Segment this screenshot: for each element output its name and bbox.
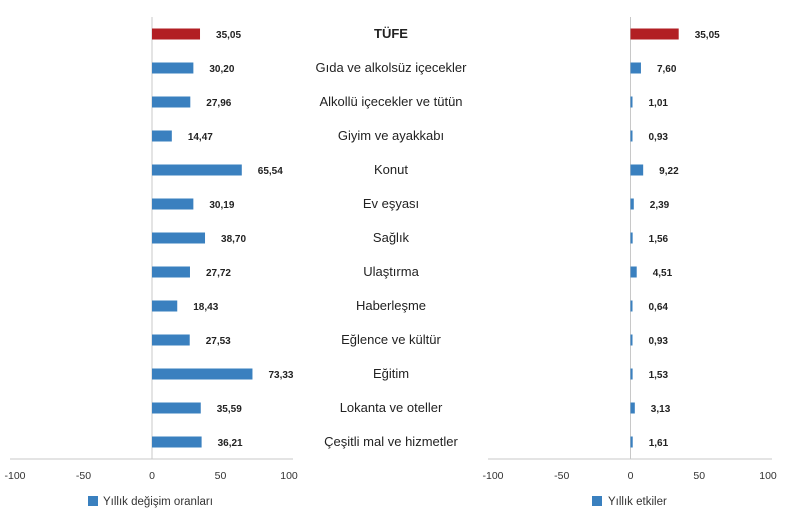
category-label: Gıda ve alkolsüz içecekler <box>315 60 467 75</box>
tick-label: 100 <box>759 470 777 482</box>
value-label: 2,39 <box>650 200 670 211</box>
value-label: 0,64 <box>649 302 669 313</box>
value-label: 36,21 <box>218 438 243 449</box>
value-label: 0,93 <box>649 132 669 143</box>
tick-label: 0 <box>149 470 155 482</box>
bar <box>152 28 201 40</box>
bar <box>152 334 190 346</box>
bar <box>152 130 172 142</box>
bar <box>152 164 242 176</box>
value-label: 4,51 <box>653 268 673 279</box>
bar <box>630 130 633 142</box>
category-label: Ulaştırma <box>363 264 419 279</box>
value-label: 0,93 <box>649 336 669 347</box>
tick-label: -100 <box>482 470 503 482</box>
value-label: 73,33 <box>268 370 293 381</box>
value-label: 65,54 <box>258 166 283 177</box>
value-label: 18,43 <box>193 302 218 313</box>
category-label: TÜFE <box>374 26 408 41</box>
value-label: 27,53 <box>206 336 231 347</box>
bar <box>152 300 178 312</box>
category-label: Çeşitli mal ve hizmetler <box>324 434 458 449</box>
bar <box>152 402 201 414</box>
value-label: 30,19 <box>209 200 234 211</box>
tick-label: -50 <box>554 470 569 482</box>
tick-label: 0 <box>628 470 634 482</box>
bar <box>152 436 202 448</box>
bar <box>630 62 641 74</box>
bar <box>152 232 206 244</box>
value-label: 14,47 <box>188 132 213 143</box>
legend-label: Yıllık değişim oranları <box>103 496 213 508</box>
bar <box>152 96 191 108</box>
bar <box>630 96 633 108</box>
category-label: Konut <box>374 162 408 177</box>
legend-swatch <box>592 496 602 506</box>
category-label: Haberleşme <box>356 298 426 313</box>
value-label: 9,22 <box>659 166 679 177</box>
bar <box>630 198 634 210</box>
value-label: 3,13 <box>651 404 671 415</box>
value-label: 27,96 <box>206 98 231 109</box>
bar <box>152 198 194 210</box>
tick-label: -100 <box>4 470 25 482</box>
value-label: 35,05 <box>216 30 241 41</box>
category-label: Eğlence ve kültür <box>341 332 441 347</box>
legend-swatch <box>88 496 98 506</box>
bar <box>630 232 633 244</box>
value-label: 38,70 <box>221 234 246 245</box>
value-label: 30,20 <box>209 64 234 75</box>
value-label: 35,59 <box>217 404 242 415</box>
bar <box>152 368 253 380</box>
bar <box>630 334 633 346</box>
tick-label: -50 <box>76 470 91 482</box>
value-label: 1,53 <box>649 370 669 381</box>
bar <box>630 28 679 40</box>
bar <box>630 300 633 312</box>
bar <box>630 436 633 448</box>
category-label: Sağlık <box>373 230 410 245</box>
category-label: Ev eşyası <box>363 196 419 211</box>
bar <box>630 266 637 278</box>
tick-label: 50 <box>215 470 227 482</box>
category-label: Alkollü içecekler ve tütün <box>319 94 462 109</box>
bar <box>630 164 644 176</box>
legend-label: Yıllık etkiler <box>608 496 667 508</box>
value-label: 27,72 <box>206 268 231 279</box>
bar <box>630 402 635 414</box>
category-label: Eğitim <box>373 366 409 381</box>
bar <box>152 62 194 74</box>
bar <box>152 266 190 278</box>
value-label: 7,60 <box>657 64 677 75</box>
tick-label: 50 <box>693 470 705 482</box>
value-label: 1,56 <box>649 234 669 245</box>
value-label: 1,61 <box>649 438 669 449</box>
value-label: 1,01 <box>649 98 669 109</box>
value-label: 35,05 <box>695 30 720 41</box>
tick-label: 100 <box>280 470 298 482</box>
category-label: Lokanta ve oteller <box>340 400 443 415</box>
category-label: Giyim ve ayakkabı <box>338 128 444 143</box>
bar <box>630 368 633 380</box>
